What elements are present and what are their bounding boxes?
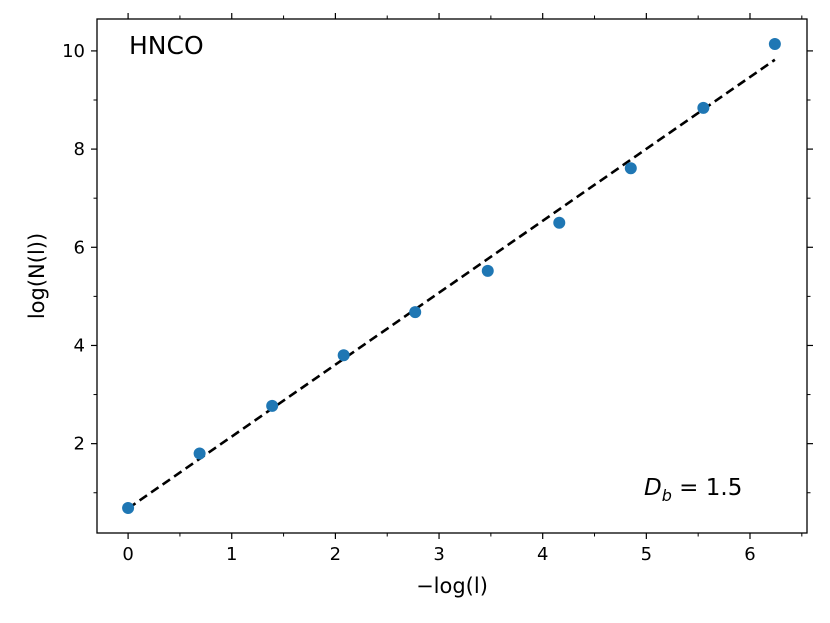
major-ticks <box>91 13 813 539</box>
y-tick-label: 6 <box>74 237 85 258</box>
x-tick-label: 5 <box>641 544 652 565</box>
data-point <box>266 399 279 412</box>
chart-title: HNCO <box>129 31 204 60</box>
y-tick-label: 10 <box>62 41 85 62</box>
db-value: = 1.5 <box>672 475 742 501</box>
data-point <box>697 101 710 114</box>
data-point <box>193 447 206 460</box>
x-axis-label: −log(l) <box>416 574 488 598</box>
data-point <box>624 162 637 175</box>
data-point <box>122 501 135 514</box>
y-tick-label: 8 <box>74 139 85 160</box>
y-tick-label: 4 <box>74 335 85 356</box>
x-tick-label: 6 <box>744 544 755 565</box>
y-axis-label: log(N(l)) <box>25 233 49 319</box>
db-subscript: b <box>662 486 672 505</box>
data-point <box>481 264 494 277</box>
x-tick-label: 4 <box>537 544 548 565</box>
fit-line-layer <box>127 58 776 510</box>
data-point <box>337 349 350 362</box>
x-tick-label: 0 <box>122 544 133 565</box>
plot-frame <box>96 18 808 534</box>
data-points-layer <box>122 38 781 514</box>
data-point <box>553 216 566 229</box>
db-symbol: D <box>644 475 662 501</box>
y-tick-label: 2 <box>74 434 85 455</box>
tick-labels: 0 1 2 3 4 5 6 2 4 6 8 10 <box>62 41 756 565</box>
data-point <box>768 38 781 51</box>
x-tick-label: 1 <box>226 544 237 565</box>
data-point <box>409 306 422 319</box>
fit-line <box>127 58 776 510</box>
db-annotation: Db = 1.5 <box>644 475 742 505</box>
x-tick-label: 2 <box>330 544 341 565</box>
x-tick-label: 3 <box>433 544 444 565</box>
